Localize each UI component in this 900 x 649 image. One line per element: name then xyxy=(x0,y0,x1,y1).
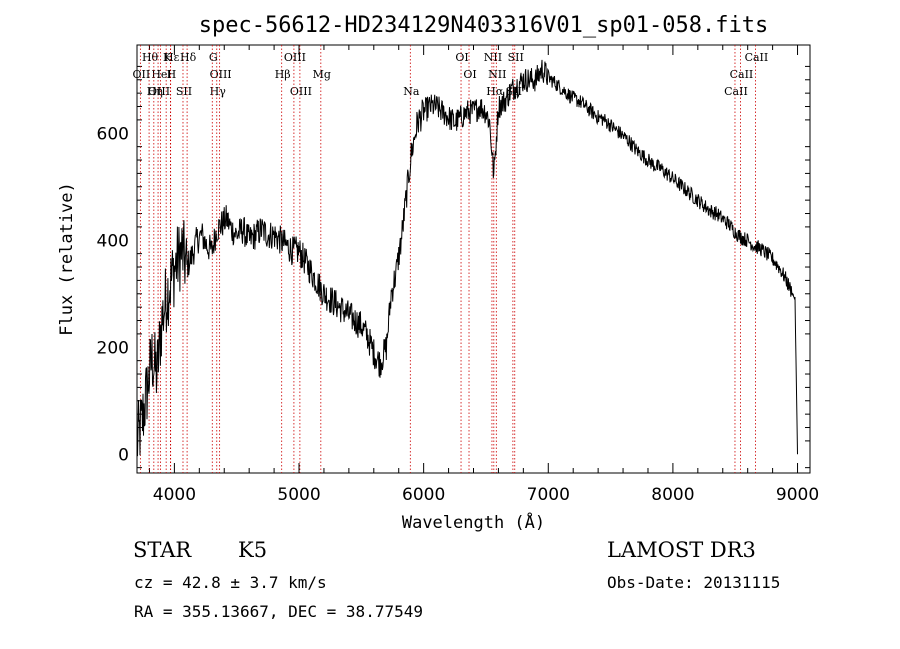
line-marker-label: Hγ xyxy=(210,85,227,98)
line-marker-label: CaII xyxy=(730,68,754,81)
line-marker-label: Hε xyxy=(164,51,180,64)
y-axis-label: Flux (relative) xyxy=(57,182,77,336)
line-marker-label: SII xyxy=(176,85,192,98)
line-marker-label: Na xyxy=(403,85,420,98)
observation-date: Obs-Date: 20131115 xyxy=(607,573,781,592)
y-tick-label: 400 xyxy=(97,231,129,251)
line-marker-label: Hθ xyxy=(142,51,159,64)
line-marker-label: SII xyxy=(508,51,524,64)
y-tick-label: 0 xyxy=(118,445,129,465)
sky-coordinates: RA = 355.13667, DEC = 38.77549 xyxy=(134,602,423,621)
object-class: STAR xyxy=(133,538,192,562)
line-marker-label: Hα xyxy=(486,85,504,98)
line-marker-label: CaII xyxy=(745,51,769,64)
spectrum-line xyxy=(136,59,798,457)
line-marker-label: Hδ xyxy=(180,51,197,64)
line-marker-label: CaII xyxy=(724,85,748,98)
plot-frame xyxy=(136,44,811,474)
line-marker-label: OIII xyxy=(210,68,232,81)
y-tick-label: 600 xyxy=(97,124,129,144)
line-marker-label: H xyxy=(167,68,177,81)
line-marker-label: OI xyxy=(463,68,476,81)
x-tick-label: 9000 xyxy=(776,485,819,505)
line-marker-label: Mg xyxy=(313,68,331,81)
x-axis-label: Wavelength (Å) xyxy=(402,511,545,533)
line-marker-label: HeI xyxy=(151,68,171,81)
redshift-velocity: cz = 42.8 ± 3.7 km/s xyxy=(134,573,327,592)
line-marker-label: NII xyxy=(488,68,506,81)
line-marker-label: Hη xyxy=(147,85,163,98)
x-tick-label: 7000 xyxy=(527,485,570,505)
survey-name: LAMOST DR3 xyxy=(607,538,756,562)
spectrum-chart: spec-56612-HD234129N403316V01_sp01-058.f… xyxy=(57,13,819,533)
line-marker-label: Hβ xyxy=(275,68,291,81)
chart-title: spec-56612-HD234129N403316V01_sp01-058.f… xyxy=(199,13,769,38)
x-tick-label: 4000 xyxy=(153,485,196,505)
line-marker-label: NII xyxy=(484,51,502,64)
y-tick-label: 200 xyxy=(97,338,129,358)
spectral-subclass: K5 xyxy=(238,538,268,562)
x-tick-label: 5000 xyxy=(277,485,320,505)
x-tick-label: 6000 xyxy=(402,485,445,505)
line-marker-label: K xyxy=(163,51,172,64)
line-marker-label: OII xyxy=(133,68,151,81)
line-marker-label: OIII xyxy=(284,51,306,64)
line-marker-label: OIII xyxy=(290,85,312,98)
line-marker-label: G xyxy=(209,51,218,64)
line-marker-label: OI xyxy=(455,51,468,64)
x-tick-label: 8000 xyxy=(651,485,694,505)
